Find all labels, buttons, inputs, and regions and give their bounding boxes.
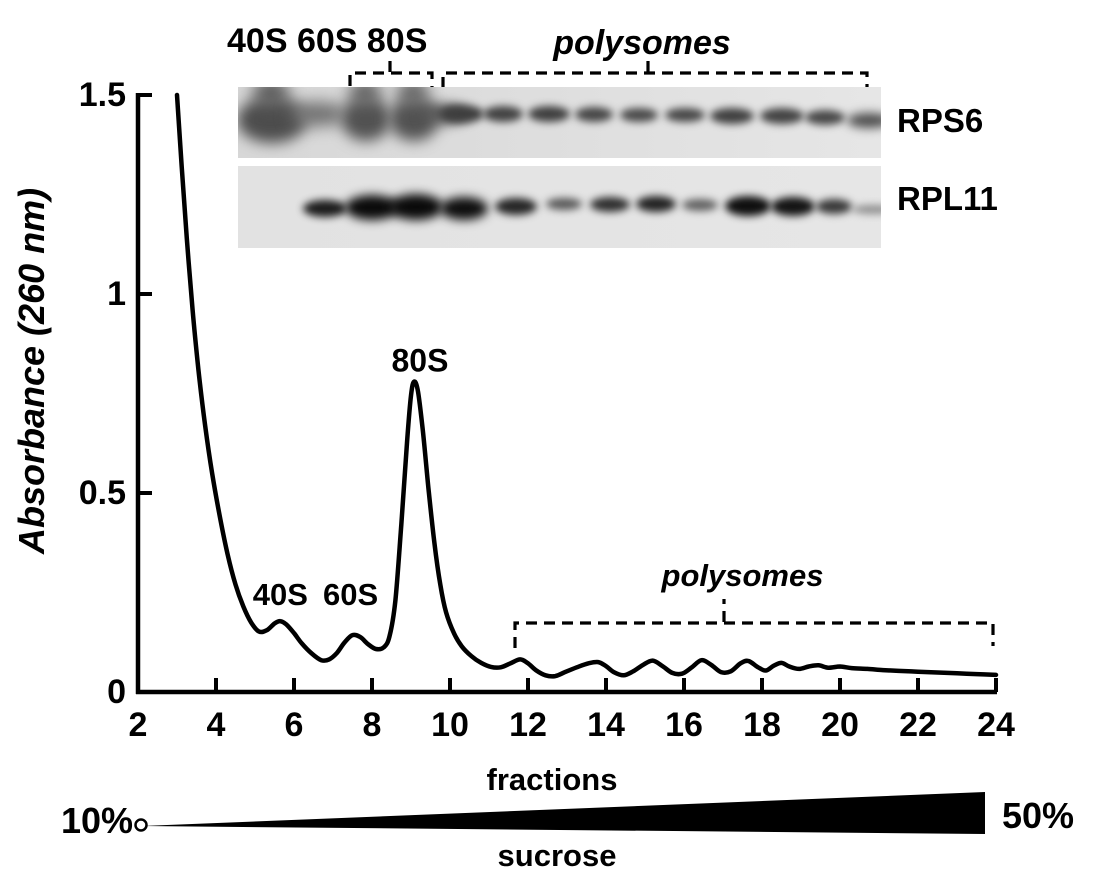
x-tick-label: 16 xyxy=(665,706,703,744)
blot-band xyxy=(682,199,718,211)
blot-band xyxy=(349,87,381,107)
absorbance-curve xyxy=(174,92,999,679)
sucrose-gradient-wedge xyxy=(142,792,985,834)
blot-band xyxy=(290,102,346,126)
western-blot-rpl11 xyxy=(238,166,881,248)
x-tick-label: 22 xyxy=(899,706,937,744)
x-tick-label: 20 xyxy=(821,706,859,744)
blot-band xyxy=(303,199,347,217)
blot-band xyxy=(710,108,754,124)
x-tick-label: 24 xyxy=(977,706,1015,744)
x-tick-label: 10 xyxy=(431,706,469,744)
y-tick-label: 1 xyxy=(107,275,126,313)
blot-band xyxy=(575,106,613,122)
blot-band xyxy=(816,198,852,214)
blot-band xyxy=(725,196,771,216)
x-tick-label: 18 xyxy=(743,706,781,744)
blot-band xyxy=(852,204,881,214)
ribosome-subunit-header: 40S 60S 80S xyxy=(227,22,428,60)
blot-band xyxy=(528,106,570,122)
blot-band xyxy=(546,198,582,210)
gradient-start-label: 10% xyxy=(60,800,133,841)
blot-band xyxy=(495,197,537,215)
x-tick-label: 14 xyxy=(587,706,625,744)
blot-band xyxy=(397,87,429,107)
blot-band xyxy=(440,105,484,123)
x-tick-label: 12 xyxy=(509,706,547,744)
blot-band xyxy=(847,112,881,128)
x-tick-label: 6 xyxy=(284,706,304,744)
blot-band xyxy=(620,108,658,122)
blot-band xyxy=(760,108,804,124)
blot-polysomes-bracket xyxy=(441,58,869,93)
gradient-wedge-tip-circle xyxy=(134,818,148,832)
blot-band xyxy=(483,106,523,122)
y-tick-label: 0.5 xyxy=(78,474,126,512)
gradient-end-label: 50% xyxy=(1002,795,1075,836)
blot-80s-bracket xyxy=(348,59,434,87)
annotation-60s: 60S xyxy=(322,576,379,612)
y-axis-title: Absorbance (260 nm) xyxy=(11,187,52,554)
rpl11-blot-label: RPL11 xyxy=(897,180,998,217)
gradient-axis-label: sucrose xyxy=(497,838,617,873)
blot-band xyxy=(805,109,845,125)
annotation-80s: 80S xyxy=(391,342,449,379)
x-axis-title: fractions xyxy=(486,762,618,797)
blot-band xyxy=(665,108,705,122)
rps6-blot-label: RPS6 xyxy=(897,102,984,139)
x-tick-label: 2 xyxy=(128,706,148,744)
western-blot-rps6 xyxy=(238,87,881,158)
x-tick-label: 4 xyxy=(206,706,226,744)
blot-band xyxy=(590,196,630,212)
polysomes-header: polysomes xyxy=(553,24,731,62)
blot-band xyxy=(389,194,443,220)
curve-polysomes-bracket xyxy=(513,599,995,648)
blot-band xyxy=(253,87,289,108)
blot-band xyxy=(771,196,815,216)
blot-band xyxy=(636,196,676,212)
y-tick-label: 1.5 xyxy=(78,76,126,114)
annotation-polysomes: polysomes xyxy=(661,557,824,593)
axis-ticks xyxy=(136,93,998,694)
y-tick-label: 0 xyxy=(107,673,126,711)
annotation-40s: 40S xyxy=(252,576,308,612)
x-tick-label: 8 xyxy=(362,706,382,744)
blot-band xyxy=(440,196,488,220)
